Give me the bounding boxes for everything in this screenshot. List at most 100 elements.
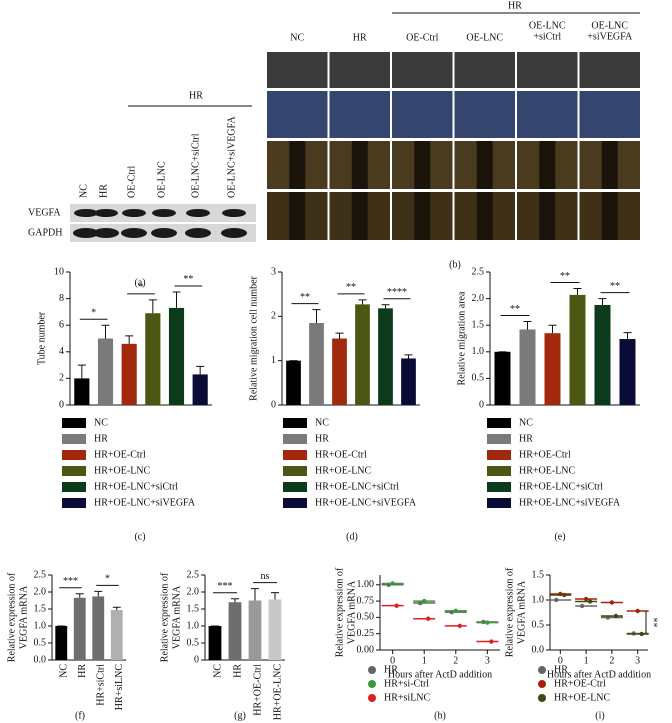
- legend-label: HR+OE-LNC+siCtrl: [519, 481, 603, 492]
- legend-marker: [368, 694, 376, 702]
- x-tick-label: HR+siLNC: [114, 664, 125, 711]
- bar: [145, 313, 161, 405]
- panel-label: (c): [134, 531, 145, 542]
- error-bar: [148, 299, 157, 314]
- point: [489, 639, 494, 644]
- significance-label: **: [346, 282, 356, 293]
- legend-label: NC: [519, 417, 533, 428]
- error-bar: [623, 332, 632, 340]
- micrograph: [454, 91, 515, 138]
- y-tick-label: 0.5: [187, 637, 200, 648]
- point: [554, 597, 559, 603]
- y-tick-label: 0.25: [357, 628, 375, 639]
- y-axis-label: VEGFA mRNA: [346, 580, 357, 644]
- micrograph: [267, 52, 328, 88]
- bar: [569, 294, 586, 405]
- row-label: GAPDH: [28, 227, 62, 238]
- x-tick-label: HR+OE-Ctrl: [252, 664, 263, 716]
- y-tick-label: 1.0: [34, 620, 47, 631]
- point: [609, 600, 615, 605]
- legend-label: HR+siLNC: [384, 692, 431, 703]
- scratch-gap: [539, 141, 556, 189]
- point: [426, 616, 431, 621]
- scratch-gap: [476, 192, 493, 240]
- column-label: +siVEGFA: [587, 31, 633, 42]
- y-tick-label: 1.5: [472, 319, 485, 330]
- group-label: HR: [189, 90, 203, 101]
- legend-swatch: [487, 434, 511, 444]
- legend-swatch: [62, 466, 86, 476]
- group-label: HR: [508, 0, 522, 11]
- error-bar: [335, 332, 344, 339]
- y-tick-label: 2.0: [34, 586, 47, 597]
- bar: [544, 333, 561, 405]
- legend-label: HR+OE-LNC+siVEGFA: [94, 497, 196, 508]
- panel-label: (f): [75, 710, 85, 721]
- y-axis-label: Relative expression of: [159, 572, 170, 662]
- blot-band: [74, 209, 98, 217]
- error-bar: [271, 592, 279, 600]
- bar: [286, 360, 301, 405]
- significance-label: **: [300, 292, 310, 303]
- y-axis-label: Relative migration area: [456, 291, 467, 385]
- y-tick-label: 1.5: [532, 569, 545, 580]
- legend-label: HR: [554, 664, 568, 675]
- legend-label: HR: [94, 433, 108, 444]
- legend-label: HR+OE-LNC+siVEGFA: [519, 497, 621, 508]
- bar: [74, 378, 90, 405]
- point: [639, 631, 644, 637]
- legend-label: HR+OE-Ctrl: [94, 449, 146, 460]
- y-tick-label: 0.00: [357, 644, 375, 655]
- legend-swatch: [283, 418, 307, 428]
- bar: [97, 338, 114, 405]
- legend-swatch: [487, 482, 511, 492]
- column-label: OE-Ctrl: [406, 32, 438, 43]
- y-tick-label: 8: [59, 293, 64, 304]
- legend-swatch: [62, 450, 86, 460]
- legend-label: HR: [315, 433, 329, 444]
- x-tick-label: HR: [232, 664, 243, 678]
- error-bar: [125, 335, 134, 344]
- error-bar: [381, 304, 390, 309]
- point: [613, 613, 619, 619]
- legend-swatch: [487, 498, 511, 508]
- error-bar: [548, 324, 557, 334]
- micrograph: [517, 52, 578, 88]
- legend-swatch: [487, 450, 511, 460]
- legend-swatch: [62, 482, 86, 492]
- y-tick-label: 2.5: [34, 569, 47, 580]
- x-tick-label: NC: [59, 664, 70, 678]
- scratch-gap: [476, 141, 493, 189]
- legend-label: NC: [94, 417, 108, 428]
- scratch-gap: [351, 192, 368, 240]
- legend-label: HR+OE-Ctrl: [315, 449, 367, 460]
- lane-label: OE-LNC+siVEGFA: [226, 116, 237, 198]
- panel-label: (g): [234, 710, 246, 721]
- error-bar: [75, 593, 84, 598]
- legend-marker: [538, 666, 546, 674]
- legend-label: NC: [315, 417, 329, 428]
- bar: [110, 610, 123, 660]
- significance-label: ***: [218, 581, 233, 592]
- y-tick-label: 1.0: [532, 594, 545, 605]
- error-bar: [172, 291, 181, 308]
- y-tick-label: 0.5: [472, 373, 485, 384]
- x-tick-label: 2: [453, 655, 458, 666]
- x-tick-label: 0: [558, 655, 563, 666]
- legend-label: HR+OE-LNC: [94, 465, 151, 476]
- legend-label: HR+si-Ctrl: [384, 678, 429, 689]
- legend-swatch: [283, 434, 307, 444]
- x-tick-label: 3: [485, 655, 490, 666]
- lane-label: OE-Ctrl: [126, 166, 137, 198]
- y-tick-label: 2: [271, 311, 276, 322]
- error-bar: [358, 299, 367, 305]
- blot-band: [151, 228, 177, 238]
- x-axis-label: Hours after ActD addition: [388, 669, 492, 680]
- bar: [401, 358, 416, 405]
- scratch-gap: [601, 141, 618, 189]
- scratch-gap: [601, 192, 618, 240]
- scratch-gap: [351, 141, 368, 189]
- y-axis-label: VEGFA mRNA: [516, 580, 527, 644]
- y-tick-label: 2.0: [187, 586, 200, 597]
